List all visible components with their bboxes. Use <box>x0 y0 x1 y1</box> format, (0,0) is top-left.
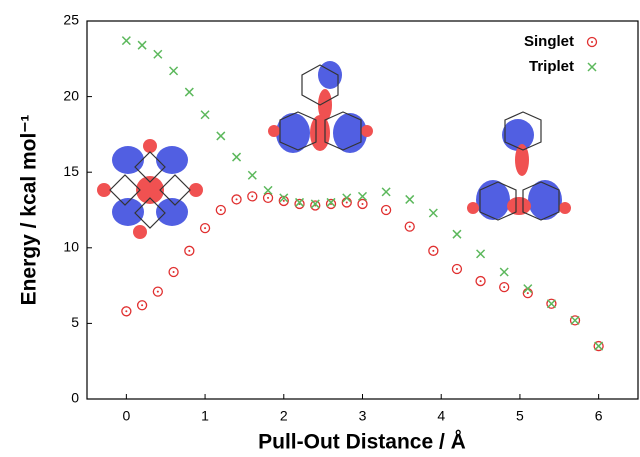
point-dot <box>283 200 285 202</box>
point <box>547 300 555 308</box>
point <box>185 88 193 96</box>
point <box>405 222 414 231</box>
point-dot <box>456 268 458 270</box>
point <box>595 342 603 350</box>
point <box>429 209 437 217</box>
point <box>406 195 414 203</box>
point <box>185 246 194 255</box>
y-tick-label: 15 <box>63 163 79 179</box>
point <box>122 307 131 316</box>
point <box>327 199 336 208</box>
point <box>477 250 485 258</box>
point <box>217 132 225 140</box>
point <box>524 285 532 293</box>
point <box>201 224 210 233</box>
point <box>453 230 461 238</box>
point <box>216 206 225 215</box>
y-tick-label: 0 <box>71 390 79 406</box>
x-tick-label: 3 <box>359 408 367 424</box>
point <box>153 287 162 296</box>
point <box>232 195 241 204</box>
y-tick-label: 10 <box>63 239 79 255</box>
point <box>452 264 461 273</box>
point <box>523 289 532 298</box>
point-dot <box>409 226 411 228</box>
legend-marker-dot <box>591 41 593 43</box>
point-dot <box>503 286 505 288</box>
point <box>358 199 367 208</box>
point-dot <box>204 227 206 229</box>
legend-marker <box>588 63 596 71</box>
point <box>500 283 509 292</box>
point <box>122 37 130 45</box>
point <box>476 277 485 286</box>
x-tick-label: 1 <box>201 408 209 424</box>
point <box>248 171 256 179</box>
x-tick-label: 4 <box>437 408 445 424</box>
point-dot <box>141 304 143 306</box>
point-dot <box>346 201 348 203</box>
point <box>248 192 257 201</box>
point <box>311 201 320 210</box>
point <box>169 267 178 276</box>
legend-marker <box>588 38 597 47</box>
point-dot <box>188 250 190 252</box>
point-dot <box>125 310 127 312</box>
point-dot <box>220 209 222 211</box>
point <box>500 268 508 276</box>
y-axis-title: Energy / kcal mol⁻¹ <box>18 115 41 306</box>
chart: Pull-Out Distance / Å Energy / kcal mol⁻… <box>0 0 640 457</box>
point-dot <box>385 209 387 211</box>
y-tick-label: 20 <box>63 87 79 103</box>
point <box>342 198 351 207</box>
point-dot <box>236 198 238 200</box>
legend-label: Singlet <box>524 33 574 50</box>
point <box>264 193 273 202</box>
point <box>571 316 579 324</box>
point <box>154 50 162 58</box>
point <box>233 153 241 161</box>
legend-label: Triplet <box>529 58 574 75</box>
x-tick-label: 6 <box>595 408 603 424</box>
x-tick-label: 5 <box>516 408 524 424</box>
point-dot <box>480 280 482 282</box>
point-dot <box>173 271 175 273</box>
molecule-right <box>467 112 571 220</box>
point <box>429 246 438 255</box>
point-dot <box>527 292 529 294</box>
molecule-left <box>97 139 203 239</box>
molecule-middle <box>268 61 373 153</box>
point-dot <box>267 197 269 199</box>
point-dot <box>251 195 253 197</box>
point-dot <box>362 203 364 205</box>
point-dot <box>432 250 434 252</box>
y-tick-label: 25 <box>63 12 79 28</box>
point <box>201 111 209 119</box>
point <box>343 194 351 202</box>
point <box>138 41 146 49</box>
x-tick-label: 2 <box>280 408 288 424</box>
point <box>295 199 304 208</box>
point <box>382 206 391 215</box>
point-dot <box>157 291 159 293</box>
x-tick-label: 0 <box>122 408 130 424</box>
point <box>170 67 178 75</box>
point <box>138 301 147 310</box>
point <box>382 188 390 196</box>
y-tick-label: 5 <box>71 314 79 330</box>
x-axis-title: Pull-Out Distance / Å <box>258 430 466 454</box>
